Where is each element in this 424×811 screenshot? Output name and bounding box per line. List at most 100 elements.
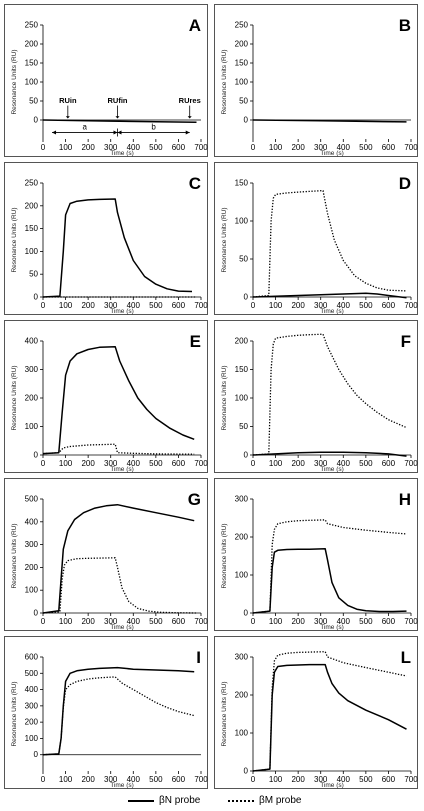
y-tick-label: 0 [244, 451, 249, 460]
series-line-bn [42, 198, 193, 298]
x-tick-label: 300 [104, 459, 118, 468]
legend-solid-swatch [128, 799, 154, 802]
x-axis-label: Time (s) [110, 308, 134, 315]
interval-arrowhead [185, 130, 190, 135]
annotation-arrowhead [65, 116, 70, 119]
y-tick-label: 150 [235, 365, 249, 374]
interval-arrowhead [117, 130, 122, 135]
x-tick-label: 300 [314, 775, 328, 784]
x-tick-label: 600 [172, 459, 186, 468]
panel-l: L Resonance Units (RU) Time (s) 0 100 200 300 0… [214, 636, 418, 789]
annotation-arrowhead [115, 116, 120, 119]
y-axis-label: Resonance Units (RU) [221, 365, 228, 430]
x-tick-label: 500 [149, 301, 163, 310]
x-tick-label: 100 [269, 301, 283, 310]
x-tick-label: 700 [404, 459, 418, 468]
x-tick-label: 600 [172, 301, 186, 310]
y-tick-label: 100 [235, 78, 249, 87]
y-tick-label: 0 [244, 293, 249, 302]
legend-dotted-swatch [228, 799, 254, 802]
y-tick-label: 150 [235, 59, 249, 68]
x-tick-label: 700 [194, 617, 208, 626]
x-tick-label: 600 [172, 143, 186, 152]
y-tick-label: 200 [25, 563, 39, 572]
x-tick-label: 0 [41, 459, 46, 468]
x-tick-label: 500 [359, 459, 373, 468]
x-tick-label: 700 [404, 301, 418, 310]
x-tick-label: 200 [81, 143, 95, 152]
y-tick-label: 300 [25, 365, 39, 374]
panel-i: I Resonance Units (RU) Time (s) 0 100 200 300 4… [4, 636, 208, 789]
panel-g: G Resonance Units (RU) Time (s) 0 100 200 300 4… [4, 478, 208, 631]
y-tick-label: 200 [25, 40, 39, 49]
y-tick-label: 0 [34, 609, 39, 618]
panel-label: H [399, 490, 411, 509]
y-tick-label: 50 [29, 97, 38, 106]
y-tick-label: 200 [235, 691, 249, 700]
x-tick-label: 200 [81, 459, 95, 468]
x-tick-label: 100 [269, 775, 283, 784]
panel-h: H Resonance Units (RU) Time (s) 0 100 200 300 0… [214, 478, 418, 631]
x-tick-label: 400 [337, 459, 351, 468]
panel-label: I [196, 648, 201, 667]
chart-svg: C Resonance Units (RU) Time (s) 0 50 100 150 20… [11, 174, 208, 315]
panel-d: D Resonance Units (RU) Time (s) 0 50 100 150 0 1… [214, 162, 418, 315]
y-tick-label: 300 [25, 701, 39, 710]
annotation-label: b [151, 123, 156, 132]
series-line-bm [42, 443, 195, 455]
y-tick-label: 100 [25, 78, 39, 87]
x-tick-label: 0 [41, 617, 46, 626]
annotation-label: a [83, 123, 88, 132]
panel-label: G [188, 490, 201, 509]
chart-svg: B Resonance Units (RU) Time (s) 0 50 100 150 20… [221, 16, 418, 157]
x-tick-label: 600 [172, 775, 186, 784]
x-tick-label: 500 [359, 775, 373, 784]
y-tick-label: 100 [25, 422, 39, 431]
chart-svg: H Resonance Units (RU) Time (s) 0 100 200 300 0… [221, 490, 418, 631]
y-tick-label: 200 [25, 718, 39, 727]
y-tick-label: 100 [235, 729, 249, 738]
y-tick-label: 0 [244, 116, 249, 125]
y-tick-label: 300 [235, 653, 249, 662]
series-line-bn [42, 503, 195, 614]
x-tick-label: 200 [291, 301, 305, 310]
panel-label: D [399, 174, 411, 193]
x-tick-label: 300 [314, 143, 328, 152]
x-tick-label: 600 [382, 775, 396, 784]
x-tick-label: 0 [41, 301, 46, 310]
y-tick-label: 100 [235, 217, 249, 226]
y-axis-label: Resonance Units (RU) [11, 681, 18, 746]
x-tick-label: 600 [382, 617, 396, 626]
panel-c: C Resonance Units (RU) Time (s) 0 50 100 150 20… [4, 162, 208, 315]
series-line-bn [42, 119, 197, 124]
y-tick-label: 50 [29, 270, 38, 279]
panel-label: F [401, 332, 411, 351]
y-tick-label: 500 [25, 495, 39, 504]
x-tick-label: 200 [81, 617, 95, 626]
interval-arrowhead [52, 130, 57, 135]
y-axis-label: Resonance Units (RU) [11, 49, 18, 114]
x-tick-label: 700 [194, 143, 208, 152]
x-tick-label: 500 [359, 301, 373, 310]
panel-label: E [190, 332, 201, 351]
panel-label: C [189, 174, 201, 193]
y-tick-label: 0 [34, 451, 39, 460]
y-tick-label: 400 [25, 685, 39, 694]
x-axis-label: Time (s) [110, 782, 134, 789]
x-tick-label: 200 [291, 617, 305, 626]
x-tick-label: 0 [251, 143, 256, 152]
x-tick-label: 400 [127, 617, 141, 626]
y-tick-label: 250 [25, 179, 39, 188]
x-tick-label: 100 [59, 301, 73, 310]
x-tick-label: 500 [359, 617, 373, 626]
x-tick-label: 500 [149, 617, 163, 626]
y-axis-label: Resonance Units (RU) [221, 207, 228, 272]
x-tick-label: 200 [291, 143, 305, 152]
x-axis-label: Time (s) [320, 150, 344, 157]
x-tick-label: 100 [269, 459, 283, 468]
x-tick-label: 100 [59, 459, 73, 468]
panel-b: B Resonance Units (RU) Time (s) 0 50 100 150 20… [214, 4, 418, 157]
x-tick-label: 500 [359, 143, 373, 152]
series-line-bm [252, 333, 407, 456]
x-tick-label: 400 [127, 775, 141, 784]
